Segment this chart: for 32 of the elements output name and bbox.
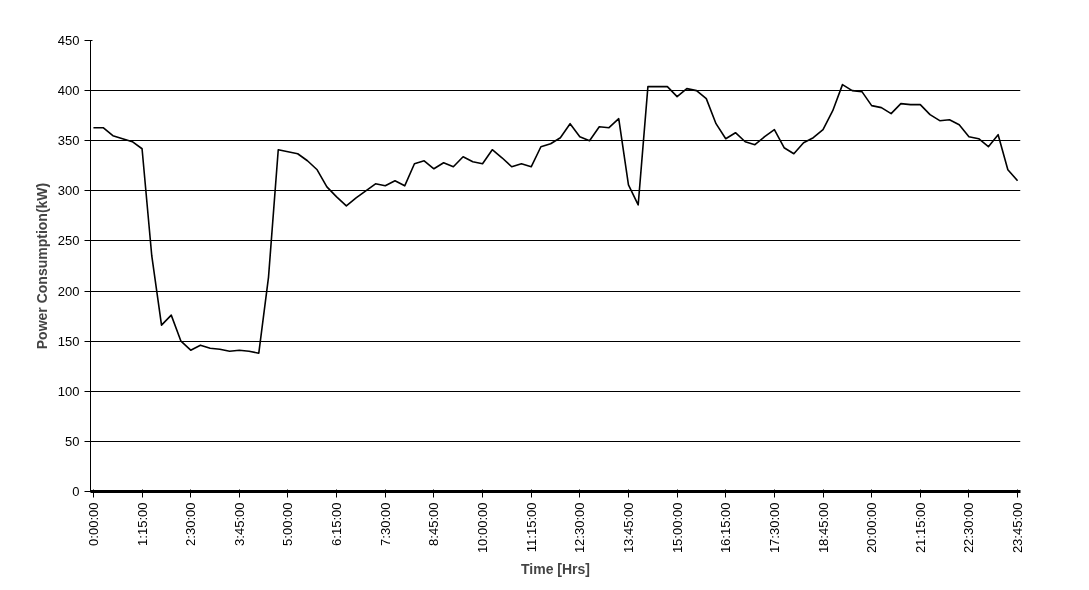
y-tick-label: 200 — [57, 283, 80, 299]
y-tick-label: 150 — [57, 333, 80, 349]
x-tick-label: 16:15:00 — [718, 502, 734, 554]
x-tick-label: 7:30:00 — [377, 502, 393, 546]
x-tick-label: 3:45:00 — [231, 502, 247, 546]
y-axis-title: Power Consumption(kW) — [33, 182, 50, 350]
x-tick-label: 8:45:00 — [426, 502, 442, 546]
y-tick-label: 400 — [57, 83, 80, 99]
x-tick-label: 0:00:00 — [85, 502, 101, 546]
x-tick-label: 22:30:00 — [961, 502, 977, 554]
x-tick-label: 6:15:00 — [329, 502, 345, 546]
x-tick-label: 13:45:00 — [620, 502, 636, 554]
y-tick-label: 250 — [57, 233, 80, 249]
x-tick-label: 5:00:00 — [280, 502, 296, 546]
x-tick-label: 17:30:00 — [766, 502, 782, 554]
x-tick-label: 18:45:00 — [815, 502, 831, 554]
y-tick-label: 300 — [57, 183, 80, 199]
x-tick-label: 12:30:00 — [572, 502, 588, 554]
x-tick-label: 21:15:00 — [912, 502, 928, 554]
y-tick-label: 100 — [57, 383, 80, 399]
y-tick-label: 0 — [72, 484, 80, 499]
x-tick-label: 23:45:00 — [1010, 502, 1026, 554]
x-tick-label: 2:30:00 — [183, 502, 199, 546]
y-tick-label: 50 — [65, 433, 80, 449]
x-tick-label: 10:00:00 — [475, 502, 491, 554]
x-axis-title: Time [Hrs] — [521, 561, 590, 578]
y-tick-label: 350 — [57, 133, 80, 149]
x-tick-label: 15:00:00 — [669, 502, 685, 554]
x-tick-label: 1:15:00 — [134, 502, 150, 546]
y-tick-label: 450 — [57, 33, 80, 48]
x-tick-label: 20:00:00 — [864, 502, 880, 554]
x-tick-label: 11:15:00 — [523, 502, 539, 553]
